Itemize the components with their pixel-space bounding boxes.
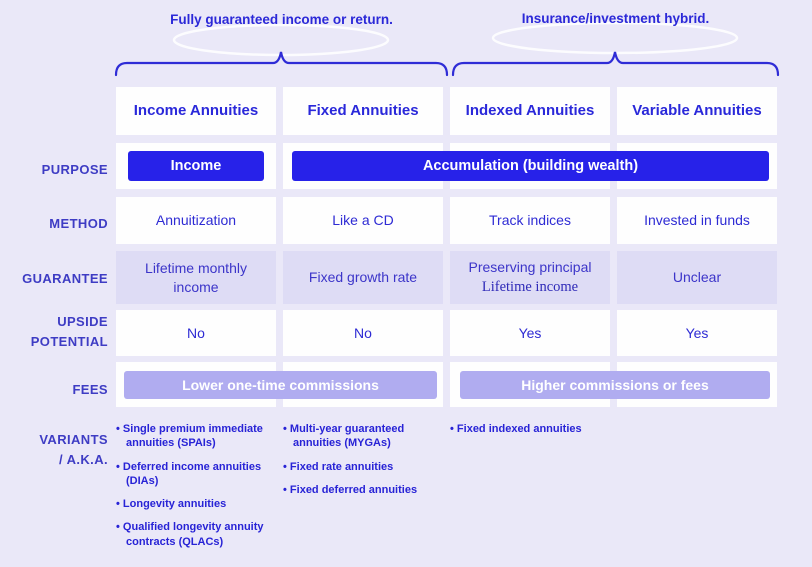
upside-potential-row: No No Yes Yes [116, 310, 777, 356]
guarantee-indexed-line2: Lifetime income [481, 278, 579, 295]
sketch-oval-right [491, 21, 739, 55]
upside-cell-indexed: Yes [450, 310, 610, 356]
method-row: Annuitization Like a CD Track indices In… [116, 197, 777, 244]
upside-label-line1: UPSIDE [57, 314, 108, 329]
variant-item: Multi-year guaranteed annuities (MYGAs) [283, 422, 443, 451]
variants-list-indexed: Fixed indexed annuities [450, 422, 610, 558]
variants-list-income: Single premium immediate annuities (SPAI… [116, 422, 276, 558]
row-label-fees: FEES [72, 382, 108, 397]
variant-item: Longevity annuities [116, 497, 276, 511]
fees-bar-lower-commissions: Lower one-time commissions [124, 371, 437, 399]
sketch-oval-left [172, 23, 390, 57]
row-label-guarantee: GUARANTEE [22, 271, 108, 286]
variants-empty-variable [617, 420, 777, 558]
variant-item: Fixed rate annuities [283, 460, 443, 474]
variants-row: Single premium immediate annuities (SPAI… [116, 420, 777, 558]
fees-bar-higher-commissions: Higher commissions or fees [460, 371, 770, 399]
guarantee-indexed-line1: Preserving principal [468, 258, 592, 275]
row-label-upside-potential: UPSIDE POTENTIAL [0, 312, 108, 352]
variants-list-fixed: Multi-year guaranteed annuities (MYGAs) … [283, 422, 443, 558]
variant-item: Deferred income annuities (DIAs) [116, 460, 276, 489]
column-header-income-annuities: Income Annuities [116, 87, 276, 135]
guarantee-row: Lifetime monthly income Fixed growth rat… [116, 251, 777, 304]
upside-cell-income: No [116, 310, 276, 356]
variant-item: Qualified longevity annuity contracts (Q… [116, 520, 276, 549]
accumulation-bar: Accumulation (building wealth) [292, 151, 769, 181]
method-cell-income: Annuitization [116, 197, 276, 244]
variant-item: Single premium immediate annuities (SPAI… [116, 422, 276, 451]
income-pill: Income [128, 151, 264, 181]
brace-right-group [451, 51, 780, 77]
variants-label-line1: VARIANTS [39, 432, 108, 447]
column-header-fixed-annuities: Fixed Annuities [283, 87, 443, 135]
column-header-variable-annuities: Variable Annuities [617, 87, 777, 135]
variant-item: Fixed deferred annuities [283, 483, 443, 497]
column-header-indexed-annuities: Indexed Annuities [450, 87, 610, 135]
method-cell-variable: Invested in funds [617, 197, 777, 244]
guarantee-cell-indexed: Preserving principal Lifetime income [450, 251, 610, 304]
upside-cell-fixed: No [283, 310, 443, 356]
group-note-hybrid: Insurance/investment hybrid. [521, 11, 710, 26]
upside-cell-variable: Yes [617, 310, 777, 356]
row-label-purpose: PURPOSE [41, 162, 108, 177]
guarantee-cell-income: Lifetime monthly income [116, 251, 276, 304]
upside-label-line2: POTENTIAL [30, 334, 108, 350]
purpose-row: Income Accumulation (building wealth) [116, 143, 777, 189]
row-label-variants: VARIANTS / A.K.A. [0, 430, 108, 470]
fees-row: Lower one-time commissions Higher commis… [116, 362, 777, 407]
method-cell-fixed: Like a CD [283, 197, 443, 244]
row-label-method: METHOD [49, 216, 108, 231]
variant-item: Fixed indexed annuities [450, 422, 610, 436]
group-note-guaranteed: Fully guaranteed income or return. [170, 12, 393, 27]
guarantee-cell-fixed: Fixed growth rate [283, 251, 443, 304]
variants-label-line2: / A.K.A. [59, 452, 108, 468]
brace-left-group [114, 51, 449, 77]
method-cell-indexed: Track indices [450, 197, 610, 244]
column-header-row: Income Annuities Fixed Annuities Indexed… [116, 87, 777, 135]
guarantee-cell-variable: Unclear [617, 251, 777, 304]
